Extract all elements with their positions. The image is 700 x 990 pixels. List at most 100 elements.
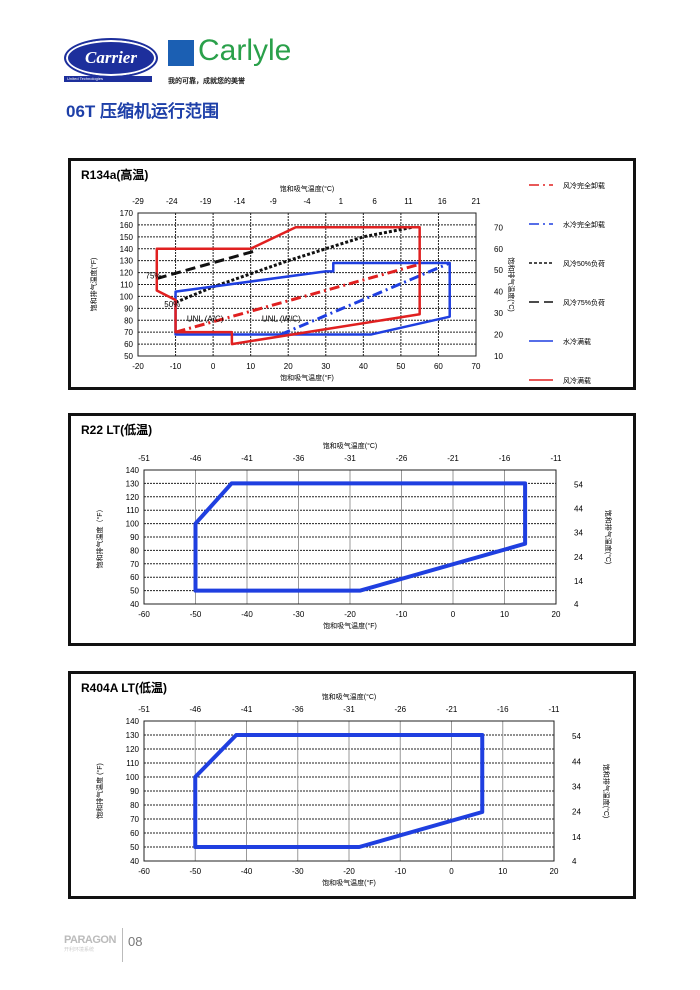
series-line-0 — [193, 481, 528, 593]
legend-label: 风冷75%负荷 — [563, 298, 605, 307]
y-tick-label: 60 — [130, 573, 139, 582]
x-tick-label: 40 — [359, 362, 368, 371]
y-tick-label: 120 — [126, 745, 140, 754]
chart-r134a: R134a(高温) 50 60 70 80 90 100 110 120 130 140 150 16… — [68, 158, 636, 390]
x2-tick-label: -51 — [138, 705, 150, 714]
x2-tick-label: -36 — [293, 454, 305, 463]
x-tick-label: 30 — [321, 362, 330, 371]
y-tick-label: 100 — [126, 520, 140, 529]
carlyle-logo-icon — [168, 40, 194, 66]
x2-tick-label: -24 — [166, 197, 178, 206]
x-tick-label: 50 — [396, 362, 405, 371]
x2-tick-label: -41 — [241, 454, 253, 463]
footer-brand: PARAGON — [64, 934, 116, 946]
carlyle-logo: Carlyle — [198, 34, 292, 67]
x-tick-label: -40 — [241, 867, 253, 876]
y2-tick-label: 34 — [572, 783, 581, 792]
chart-r22: R22 LT(低温) 40 50 60 70 80 90 100 110 120 130 140 -6… — [68, 413, 636, 646]
carrier-logo-text: Carrier — [85, 48, 137, 67]
y2-tick-label: 20 — [494, 331, 503, 340]
x-tick-label: 20 — [284, 362, 293, 371]
x2-tick-label: -21 — [446, 705, 458, 714]
y-axis-title: 饱和排气温度 (°F) — [95, 763, 104, 819]
x2-axis-title: 饱和吸气温度(°C) — [280, 184, 335, 193]
y-tick-label: 70 — [124, 328, 133, 337]
y2-tick-label: 70 — [494, 223, 503, 232]
x-tick-label: 10 — [498, 867, 507, 876]
x2-tick-label: -11 — [549, 705, 561, 714]
y-tick-label: 100 — [120, 292, 134, 301]
x2-tick-label: -4 — [303, 197, 311, 206]
x-tick-label: 20 — [550, 867, 559, 876]
x-tick-label: 0 — [211, 362, 216, 371]
y2-tick-label: 44 — [572, 757, 581, 766]
x2-tick-label: -36 — [292, 705, 304, 714]
chart-title: R134a(高温) — [81, 168, 149, 182]
x-axis-title: 饱和吸气温度(°F) — [323, 621, 377, 630]
y-tick-label: 80 — [124, 316, 133, 325]
x-tick-label: -10 — [394, 867, 406, 876]
y-tick-label: 40 — [130, 857, 139, 866]
y-tick-label: 50 — [130, 587, 139, 596]
y2-axis-title: 饱和排气温度(°C) — [602, 764, 611, 819]
x-tick-label: -20 — [132, 362, 144, 371]
x2-axis-title: 饱和吸气温度(°C) — [322, 692, 377, 701]
x2-tick-label: 1 — [339, 197, 344, 206]
y-axis-title: 饱和排气温度（°F） — [95, 505, 104, 568]
y-tick-label: 110 — [120, 281, 133, 290]
x2-tick-label: 6 — [372, 197, 377, 206]
y-tick-label: 80 — [130, 801, 139, 810]
x2-tick-label: 21 — [472, 197, 481, 206]
y2-tick-label: 50 — [494, 266, 503, 275]
legend-label: 水冷完全卸载 — [563, 220, 605, 229]
legend-label: 风冷50%负荷 — [563, 259, 605, 268]
x-tick-label: -10 — [170, 362, 182, 371]
legend-label: 风冷完全卸载 — [563, 181, 605, 190]
y-tick-label: 110 — [126, 759, 139, 768]
y2-tick-label: 54 — [572, 732, 581, 741]
x2-tick-label: -16 — [497, 705, 509, 714]
x-tick-label: 60 — [434, 362, 443, 371]
y2-tick-label: 44 — [574, 505, 583, 514]
x2-tick-label: -26 — [394, 705, 406, 714]
y2-tick-label: 30 — [494, 309, 503, 318]
y-tick-label: 170 — [120, 209, 134, 218]
x-tick-label: -30 — [293, 610, 305, 619]
x-tick-label: 10 — [246, 362, 255, 371]
x2-tick-label: -46 — [189, 705, 201, 714]
x-tick-label: -60 — [138, 867, 150, 876]
y-tick-label: 80 — [130, 546, 139, 555]
page-number: 08 — [128, 934, 143, 949]
x-tick-label: 10 — [500, 610, 509, 619]
x-tick-label: -20 — [344, 610, 356, 619]
x-tick-label: 20 — [552, 610, 561, 619]
x-tick-label: 0 — [449, 867, 454, 876]
series-line-0 — [175, 262, 421, 334]
footer-brand-sub: 开利环境系统 — [64, 947, 95, 953]
annotation: UNL (W/C) — [262, 314, 301, 323]
slogan: 我的可靠，成就您的美誉 — [168, 78, 245, 85]
y-tick-label: 40 — [130, 600, 139, 609]
y-tick-label: 130 — [120, 257, 134, 266]
x2-tick-label: -41 — [241, 705, 253, 714]
x2-axis-title: 饱和吸气温度(°C) — [323, 441, 378, 450]
x-tick-label: -40 — [241, 610, 253, 619]
series-line-0 — [193, 733, 485, 849]
x-axis-title: 饱和吸气温度(°F) — [322, 878, 376, 887]
x-tick-label: -20 — [343, 867, 355, 876]
y-tick-label: 150 — [120, 233, 134, 242]
y2-tick-label: 14 — [574, 577, 583, 586]
x-tick-label: -10 — [396, 610, 408, 619]
y2-tick-label: 34 — [574, 529, 583, 538]
y2-tick-label: 14 — [572, 833, 581, 842]
plot-frame — [137, 212, 477, 357]
y2-tick-label: 24 — [572, 808, 581, 817]
y-tick-label: 140 — [126, 717, 140, 726]
chart-r404a: R404A LT(低温) 40 50 60 70 80 90 100 110 120 130 140… — [68, 671, 636, 899]
y-tick-label: 70 — [130, 815, 139, 824]
x2-tick-label: -14 — [234, 197, 246, 206]
y-tick-label: 140 — [120, 245, 134, 254]
y-axis-title: 饱和排气温度(°F) — [89, 258, 98, 312]
